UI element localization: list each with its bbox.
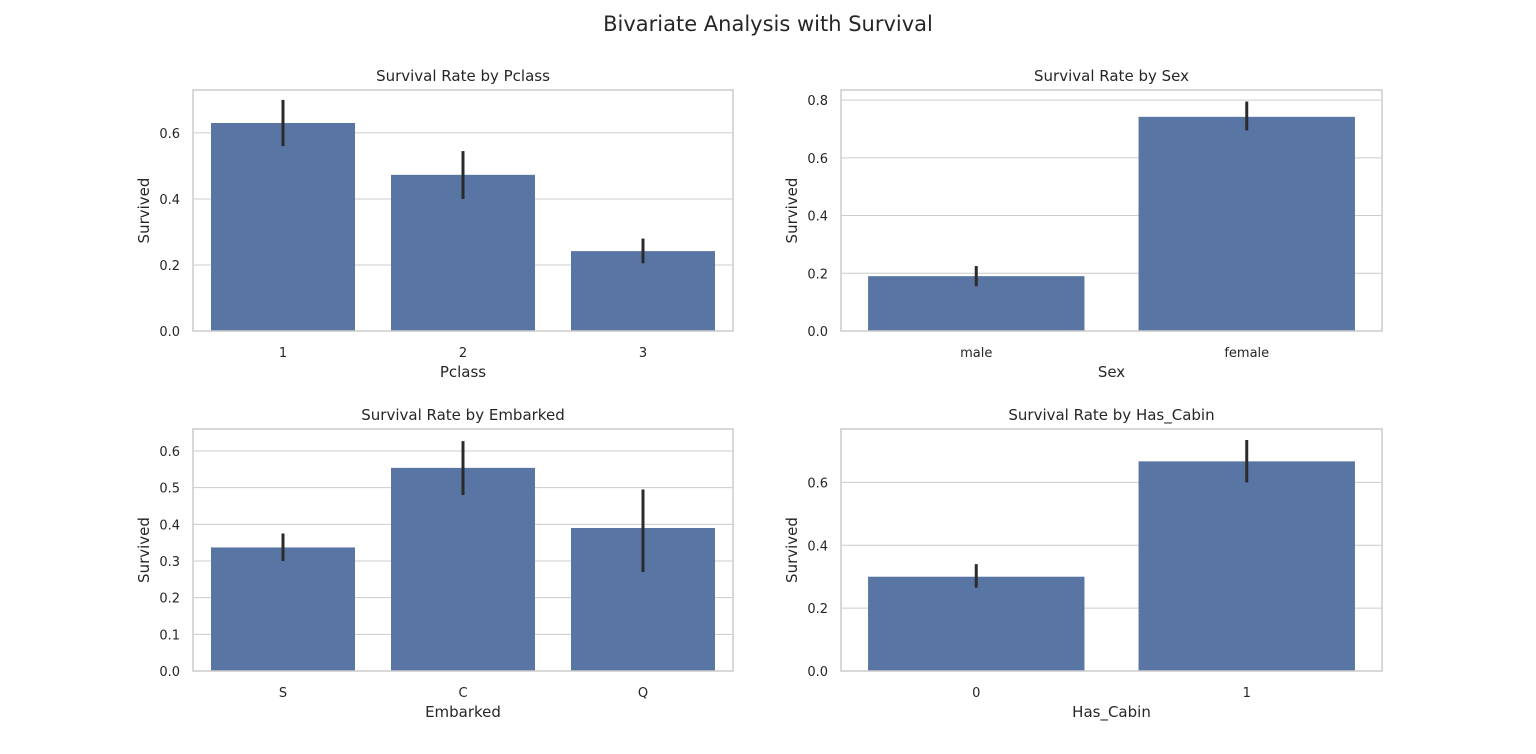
embarked-xtick-label: C [458,686,467,701]
sex-title: Survival Rate by Sex [1034,67,1189,85]
embarked-axes-frame [192,428,734,672]
has-cabin-ytick-label: 0.0 [807,665,828,680]
subplot-has-cabin: 0.0 0.2 0.4 0.6 0 1 Survival Rate by Has_Cabin… [783,406,1383,722]
pclass-axes-frame [192,89,734,332]
has-cabin-ytick-label: 0.4 [807,539,828,554]
pclass-ytick-label: 0.4 [159,193,180,208]
pclass-bar-2 [391,174,535,331]
pclass-xlabel: Pclass [440,363,486,381]
sex-bar-female [1138,116,1355,331]
pclass-xtick-label: 2 [459,346,467,361]
pclass-title: Survival Rate by Pclass [376,67,550,85]
sex-ytick-label: 0.4 [807,210,828,225]
has-cabin-ylabel: Survived [783,517,801,583]
sex-ytick-label: 0.0 [807,325,828,340]
embarked-xtick-label: S [279,686,287,701]
subplot-pclass: 0.0 0.2 0.4 0.6 1 2 3 Survival Rate by Pclass Pc… [135,67,734,381]
has-cabin-title: Survival Rate by Has_Cabin [1008,406,1214,425]
sex-ytick-label: 0.6 [807,152,828,167]
embarked-ytick-label: 0.5 [159,482,180,497]
embarked-ytick-label: 0.2 [159,592,180,607]
sex-axes-frame [840,89,1383,332]
pclass-bar-3 [571,251,715,331]
has-cabin-xlabel: Has_Cabin [1072,703,1151,722]
embarked-ytick-label: 0.3 [159,555,180,570]
has-cabin-axes-frame [840,428,1383,672]
sex-xlabel: Sex [1098,363,1125,381]
has-cabin-ytick-label: 0.6 [807,476,828,491]
pclass-ytick-label: 0.0 [159,325,180,340]
subplot-embarked: 0.0 0.1 0.2 0.3 0.4 0.5 0.6 S C Q Survival Rate by… [135,406,734,721]
has-cabin-ytick-label: 0.2 [807,602,828,617]
embarked-ytick-label: 0.4 [159,518,180,533]
has-cabin-bar-1 [1138,461,1355,671]
embarked-xlabel: Embarked [425,703,501,721]
sex-ylabel: Survived [783,178,801,244]
has-cabin-bar-0 [868,576,1085,671]
has-cabin-xtick-label: 0 [972,686,980,701]
pclass-ytick-label: 0.6 [159,127,180,142]
embarked-bar-s [211,547,355,671]
embarked-xtick-label: Q [638,686,648,701]
sex-xtick-label: male [960,346,992,361]
embarked-ytick-label: 0.1 [159,628,180,643]
pclass-bar-1 [211,123,355,331]
sex-xtick-label: female [1224,346,1269,361]
figure-suptitle: Bivariate Analysis with Survival [603,12,933,36]
embarked-ylabel: Survived [135,517,153,583]
sex-ytick-label: 0.2 [807,267,828,282]
embarked-title: Survival Rate by Embarked [361,406,564,424]
embarked-ytick-label: 0.0 [159,665,180,680]
pclass-ytick-label: 0.2 [159,259,180,274]
has-cabin-xtick-label: 1 [1243,686,1251,701]
sex-ytick-label: 0.8 [807,94,828,109]
pclass-xtick-label: 3 [639,346,647,361]
pclass-ylabel: Survived [135,178,153,244]
embarked-ytick-label: 0.6 [159,445,180,460]
subplot-sex: 0.0 0.2 0.4 0.6 0.8 male female Survival Rate b… [783,67,1383,381]
pclass-xtick-label: 1 [279,346,287,361]
embarked-bar-c [391,467,535,671]
